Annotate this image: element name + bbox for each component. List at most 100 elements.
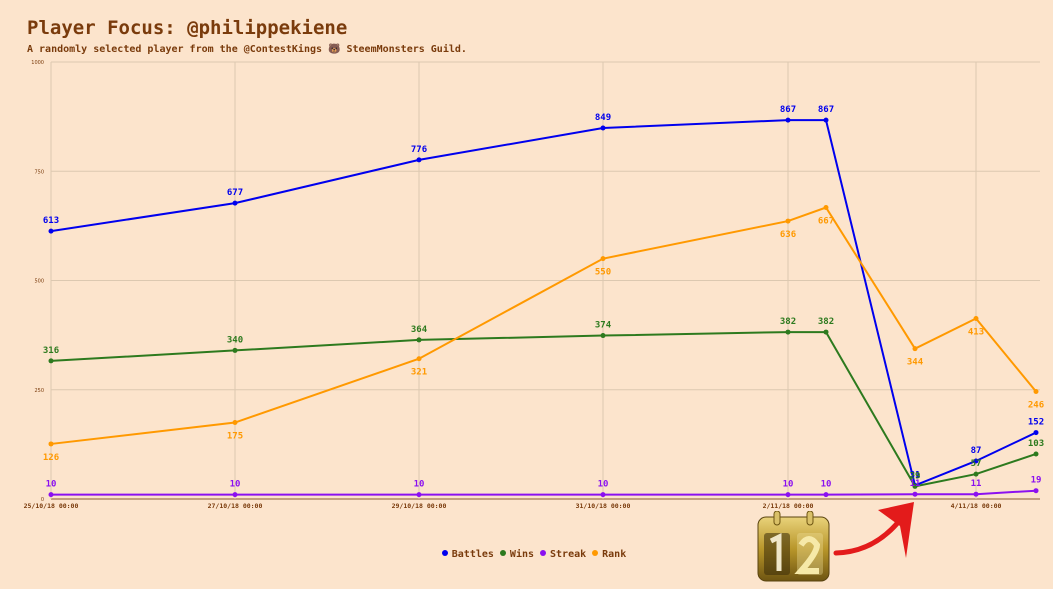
data-label-battles: 87	[971, 446, 982, 456]
legend-marker	[499, 550, 506, 556]
y-tick-label: 0	[41, 497, 44, 503]
legend-label: Rank	[602, 549, 627, 560]
data-point-streak	[823, 492, 829, 498]
data-label-battles: 677	[227, 188, 243, 198]
legend-item-streak[interactable]: Streak	[540, 549, 586, 560]
y-tick-label: 1000	[31, 60, 44, 66]
data-point-wins	[48, 358, 54, 364]
data-label-streak: 10	[821, 480, 832, 490]
data-point-battles	[600, 125, 606, 131]
data-label-streak: 10	[230, 480, 241, 490]
data-label-battles: 867	[780, 105, 796, 115]
data-label-wins: 382	[780, 317, 796, 327]
x-tick-label: 29/10/18 00:00	[392, 502, 447, 510]
x-tick-label: 2/11/18 00:00	[763, 502, 814, 510]
data-label-streak: 10	[46, 480, 57, 490]
data-point-battles	[973, 458, 979, 464]
y-tick-label: 750	[34, 169, 44, 175]
data-label-rank: 246	[1028, 400, 1044, 410]
data-label-rank: 413	[968, 328, 984, 338]
legend-label: Battles	[451, 549, 494, 560]
data-point-streak	[416, 492, 422, 498]
data-label-battles: 31	[910, 470, 921, 480]
x-tick-label: 27/10/18 00:00	[208, 502, 263, 510]
red-arrow-icon	[833, 502, 914, 558]
data-label-battles: 776	[411, 145, 427, 155]
data-point-wins	[600, 333, 606, 339]
data-point-rank	[785, 218, 791, 224]
data-label-battles: 867	[818, 105, 834, 115]
data-label-rank: 126	[43, 453, 59, 463]
data-point-wins	[232, 347, 238, 353]
data-label-wins: 29	[910, 471, 921, 481]
data-point-rank	[232, 420, 238, 426]
data-point-streak	[1033, 488, 1039, 494]
data-point-wins	[823, 329, 829, 335]
data-label-wins: 57	[971, 459, 982, 469]
series-line-streak	[51, 489, 1037, 496]
data-point-streak	[232, 492, 238, 498]
chart-subtitle: A randomly selected player from the @Con…	[27, 44, 467, 55]
data-label-wins: 382	[818, 317, 834, 327]
data-point-rank	[823, 205, 829, 211]
data-point-battles	[416, 157, 422, 163]
data-point-rank	[416, 356, 422, 362]
data-label-rank: 667	[818, 217, 834, 227]
y-tick-label: 500	[34, 279, 44, 285]
data-point-streak	[600, 492, 606, 498]
data-point-rank	[912, 346, 918, 352]
x-tick-label: 31/10/18 00:00	[576, 502, 631, 510]
legend-marker	[441, 550, 448, 556]
data-point-battles	[1033, 430, 1039, 436]
data-point-wins	[973, 471, 979, 477]
legend-item-rank[interactable]: Rank	[592, 549, 626, 560]
data-point-streak	[912, 491, 918, 497]
chart-title: Player Focus: @philippekiene	[27, 17, 348, 39]
data-point-battles	[48, 228, 54, 234]
data-label-battles: 613	[43, 216, 59, 226]
data-point-wins	[416, 337, 422, 343]
legend-label: Wins	[509, 549, 535, 560]
data-label-rank: 344	[907, 358, 924, 368]
legend-item-wins[interactable]: Wins	[499, 549, 535, 560]
data-label-battles: 152	[1028, 418, 1044, 428]
legend-label: Streak	[550, 549, 587, 560]
data-label-wins: 340	[227, 335, 243, 345]
data-label-streak: 11	[971, 479, 982, 489]
data-label-rank: 636	[780, 230, 796, 240]
data-point-streak	[973, 491, 979, 497]
data-label-streak: 19	[1031, 476, 1042, 486]
x-tick-label: 25/10/18 00:00	[24, 502, 79, 510]
data-point-streak	[48, 492, 54, 498]
data-label-streak: 11	[910, 479, 921, 489]
data-point-battles	[823, 117, 829, 123]
data-label-wins: 364	[411, 325, 428, 335]
data-point-battles	[232, 200, 238, 206]
data-point-streak	[785, 492, 791, 498]
data-label-rank: 321	[411, 368, 427, 378]
data-label-streak: 10	[783, 480, 794, 490]
data-label-wins: 374	[595, 321, 612, 331]
data-label-wins: 103	[1028, 439, 1044, 449]
x-tick-label: 4/11/18 00:00	[951, 502, 1002, 510]
data-label-battles: 849	[595, 113, 611, 123]
data-point-rank	[1033, 388, 1039, 394]
data-point-battles	[785, 117, 791, 123]
legend-item-battles[interactable]: Battles	[441, 549, 494, 560]
calendar-12-icon	[757, 511, 830, 582]
data-point-wins	[785, 329, 791, 335]
series-line-wins	[50, 331, 1037, 488]
data-label-rank: 550	[595, 268, 611, 278]
chart-legend: Battles Wins Streak Rank	[0, 549, 1053, 560]
data-label-streak: 10	[598, 480, 609, 490]
series-line-battles	[50, 119, 1037, 487]
data-point-rank	[48, 441, 54, 447]
legend-marker	[592, 550, 599, 556]
data-label-wins: 316	[43, 346, 59, 356]
series-line-rank	[50, 206, 1037, 445]
data-point-rank	[973, 316, 979, 322]
data-point-rank	[600, 256, 606, 262]
data-label-rank: 175	[227, 432, 243, 442]
data-point-wins	[912, 483, 918, 489]
